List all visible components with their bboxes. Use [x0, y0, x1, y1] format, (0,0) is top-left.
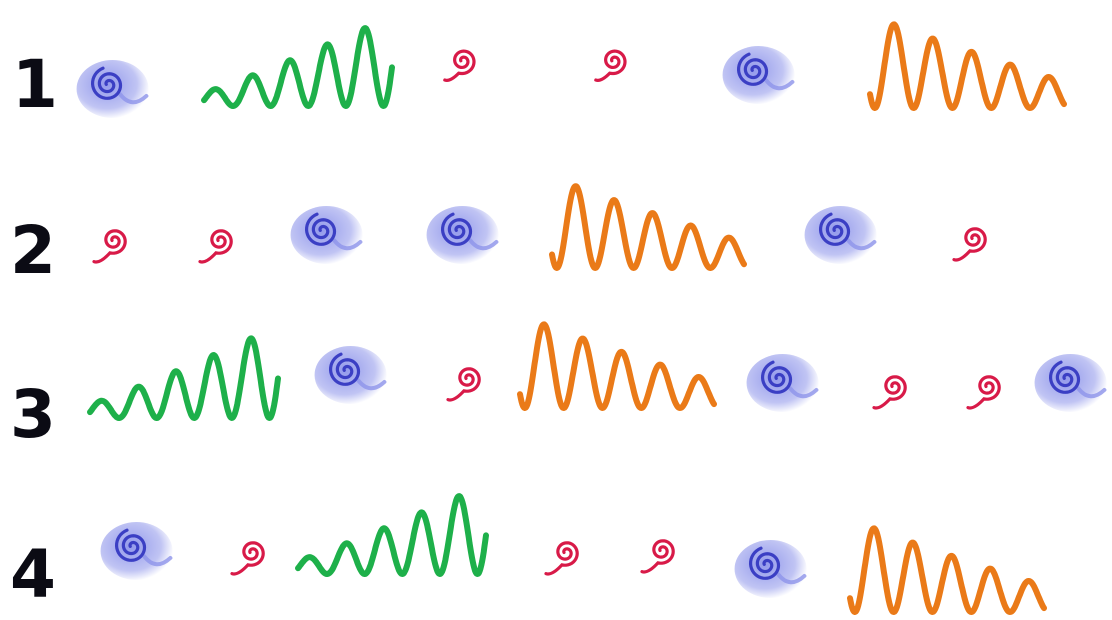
blue-spiral-icon — [314, 346, 387, 404]
green-wave-icon — [295, 493, 489, 577]
red-spiral-icon — [872, 375, 907, 410]
red-spiral-icon — [446, 367, 481, 402]
red-spiral-icon — [952, 227, 987, 262]
red-spiral-icon — [92, 229, 127, 264]
blue-spiral-icon — [1034, 354, 1107, 412]
row-number-2: 2 — [10, 212, 56, 289]
orange-wave-icon — [549, 183, 747, 271]
blue-spiral-icon — [734, 540, 807, 598]
red-spiral-icon — [544, 541, 579, 576]
red-spiral-icon — [198, 229, 233, 264]
orange-wave-icon — [867, 21, 1067, 111]
blue-spiral-icon — [290, 206, 363, 264]
row-number-4: 4 — [10, 536, 56, 613]
green-wave-icon — [87, 335, 281, 421]
red-spiral-icon — [230, 541, 265, 576]
blue-spiral-icon — [804, 206, 877, 264]
blue-spiral-icon — [746, 354, 819, 412]
orange-wave-icon — [517, 321, 717, 411]
red-spiral-icon — [443, 49, 476, 82]
red-spiral-icon — [966, 375, 1001, 410]
blue-spiral-icon — [426, 206, 499, 264]
red-spiral-icon — [640, 539, 675, 574]
orange-wave-icon — [847, 525, 1047, 615]
green-wave-icon — [201, 25, 395, 109]
row-number-3: 3 — [10, 376, 56, 453]
red-spiral-icon — [594, 49, 627, 82]
blue-spiral-icon — [76, 60, 149, 118]
blue-spiral-icon — [100, 522, 173, 580]
row-number-1: 1 — [12, 46, 58, 123]
blue-spiral-icon — [722, 46, 795, 104]
